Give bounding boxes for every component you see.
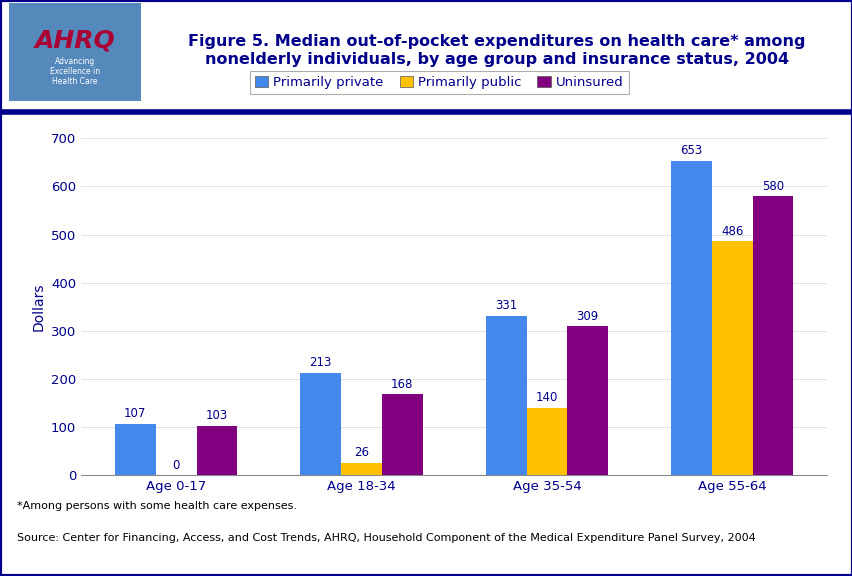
Bar xyxy=(382,395,423,475)
Text: 653: 653 xyxy=(680,145,702,157)
Text: Advancing
Excellence in
Health Care: Advancing Excellence in Health Care xyxy=(49,56,100,86)
Text: 309: 309 xyxy=(576,310,598,323)
Text: 168: 168 xyxy=(391,378,413,391)
Text: 107: 107 xyxy=(124,407,147,420)
Text: 331: 331 xyxy=(494,300,516,313)
Text: 26: 26 xyxy=(354,446,369,459)
Text: *Among persons with some health care expenses.: *Among persons with some health care exp… xyxy=(17,501,296,511)
Text: Source: Center for Financing, Access, and Cost Trends, AHRQ, Household Component: Source: Center for Financing, Access, an… xyxy=(17,533,755,543)
Text: 103: 103 xyxy=(205,410,227,422)
Bar xyxy=(751,196,792,475)
Text: Figure 5. Median out-of-pocket expenditures on health care* among
nonelderly ind: Figure 5. Median out-of-pocket expenditu… xyxy=(188,34,804,67)
Text: 580: 580 xyxy=(761,180,783,192)
Bar xyxy=(671,161,711,475)
Text: 140: 140 xyxy=(535,392,557,404)
Bar xyxy=(711,241,751,475)
Bar xyxy=(485,316,526,475)
Text: 0: 0 xyxy=(172,459,180,472)
Text: AHRQ: AHRQ xyxy=(34,28,115,52)
Bar xyxy=(115,424,156,475)
Bar xyxy=(567,327,607,475)
Text: 213: 213 xyxy=(309,357,331,369)
Text: 486: 486 xyxy=(720,225,743,238)
Bar xyxy=(300,373,341,475)
Bar xyxy=(341,463,382,475)
Bar xyxy=(526,408,567,475)
Y-axis label: Dollars: Dollars xyxy=(32,282,45,331)
Legend: Primarily private, Primarily public, Uninsured: Primarily private, Primarily public, Uni… xyxy=(250,71,628,94)
Bar xyxy=(196,426,237,475)
